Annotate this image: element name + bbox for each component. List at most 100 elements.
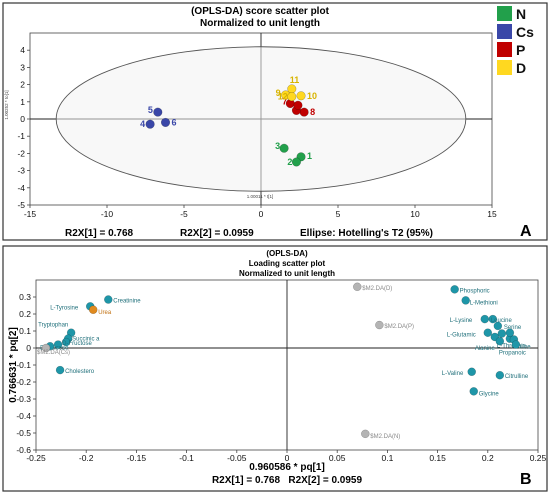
panel-a-y-tick-label: 4 <box>20 45 25 55</box>
legend-swatch-cs <box>497 24 512 39</box>
panel-b-axes: -0.25 -0.2 -0.15 -0.1 -0.05 0 0.05 0.1 0.15 0.2 0.… <box>16 280 547 463</box>
panel-a-point-p <box>293 100 303 110</box>
panel-a-point-d <box>287 84 297 94</box>
panel-b-y-tick-label: 0.2 <box>19 309 31 319</box>
panel-a-point-label: 2 <box>287 157 292 167</box>
panel-b-loading-point <box>53 340 63 349</box>
panel-a-y-tick-label: -2 <box>17 148 25 158</box>
panel-b-x-tick-label: 0.05 <box>329 453 346 463</box>
panel-b-x-tick-label: -0.15 <box>127 453 147 463</box>
panel-b-point-label: L-Tyrosine <box>50 305 79 311</box>
panel-a-point-label: 1 <box>307 151 312 161</box>
panel-b-loading-point <box>375 320 384 330</box>
panel-b-loading-point <box>361 429 370 439</box>
panel-a-point-d <box>287 92 297 102</box>
panel-a-y-tick-label: 1 <box>20 97 25 107</box>
panel-b-point-label: Alanine <box>475 346 496 352</box>
panel-b-point-label: Succinic a <box>72 337 100 343</box>
panel-a-point-label: 11 <box>290 75 300 85</box>
panel-b-point-label: $M2.DA(N) <box>370 434 400 440</box>
panel-b-loading-point <box>511 340 521 349</box>
panel-b-y-tick-label: -0.3 <box>16 394 31 404</box>
panel-b-frame <box>2 245 548 492</box>
legend-swatch-n <box>497 6 512 21</box>
panel-b-y-tick-label: 0 <box>26 343 31 353</box>
panel-b-loading-point <box>493 321 503 331</box>
panel-b-x-tick-label: -0.1 <box>179 453 194 463</box>
panel-b-y-tick-label: -0.1 <box>16 360 31 370</box>
panel-b-loading-point <box>61 337 71 347</box>
panel-a-point-label: 5 <box>148 105 153 115</box>
panel-a-point-cs <box>160 117 171 127</box>
panel-a-legend: N Cs PD <box>497 6 534 76</box>
panel-a-point-label: 4 <box>140 119 145 129</box>
panel-b-r2x: R2X[1] = 0.768 R2X[2] = 0.0959 <box>212 475 363 486</box>
panel-a-point-label: 12 <box>278 92 288 102</box>
panel-a-y-tick-label: -4 <box>17 183 25 193</box>
legend-label-p: P <box>516 42 525 58</box>
panel-b-point-label: $M2.DA(Cs) <box>37 350 70 356</box>
panel-a-frame <box>2 2 548 241</box>
panel-a-point-n <box>279 143 289 153</box>
legend-label-cs: Cs <box>516 24 534 40</box>
panel-a-point-label: 10 <box>307 91 317 101</box>
panel-b-letter: B <box>520 471 532 488</box>
panel-b-loading-point <box>461 296 470 305</box>
panel-b-point-label: L-Threonin <box>497 344 526 350</box>
panel-a-x-tick-label: 15 <box>487 209 497 219</box>
panel-b-point-label: L-Lysine <box>450 318 473 324</box>
panel-a-point-p <box>299 107 309 117</box>
panel-b-loading-point <box>495 370 505 380</box>
panel-a-y-tick-label: -5 <box>17 200 25 210</box>
panel-a-x-tick-label: 0 <box>259 209 264 219</box>
panel-a-point-n <box>291 157 301 167</box>
panel-a-point-label: 9 <box>276 88 281 98</box>
legend-label-n: N <box>516 6 526 22</box>
panel-a-hotelling-ellipse <box>55 46 467 192</box>
panel-b-point-label: $M2.DA(P) <box>384 324 414 330</box>
panel-a-point-d <box>296 91 306 101</box>
panel-b-point-label: L-Glutamic <box>447 333 476 339</box>
panel-b-point-label: Urea <box>98 310 112 316</box>
panel-b-loading-point <box>353 282 362 292</box>
panel-a-point-label: 3 <box>275 141 280 151</box>
panel-b-loading-point <box>480 314 490 324</box>
panel-b-loading-point <box>467 367 476 377</box>
panel-a-y-tick-label: -3 <box>17 166 25 176</box>
panel-b-x-tick-label: 0.2 <box>482 453 494 463</box>
panel-a-x-tick-label: -15 <box>24 209 37 219</box>
panel-a-title: (OPLS-DA) score scatter plot <box>191 6 329 17</box>
panel-b-y-tick-label: -0.4 <box>16 411 31 421</box>
panel-a-point-label: 6 <box>172 117 177 127</box>
panel-b-loading-point <box>41 343 51 353</box>
panel-b-y-tick-label: 0.1 <box>19 326 31 336</box>
panel-b-x-tick-label: -0.2 <box>79 453 94 463</box>
panel-a-y-tick-label: 2 <box>20 80 25 90</box>
panel-b-x-tick-label: 0.15 <box>429 453 446 463</box>
panel-b-loading-point <box>505 328 515 337</box>
panel-a-y-tick-label: 3 <box>20 62 25 72</box>
panel-b-x-tick-label: 0.1 <box>381 453 393 463</box>
panel-b-loading-point <box>450 285 459 294</box>
panel-a-r2x2: R2X[2] = 0.0959 <box>180 228 254 239</box>
panel-b-point-label: Tryptophan <box>38 323 68 329</box>
panel-a-r2x1: R2X[1] = 0.768 <box>65 228 134 239</box>
legend-swatch-p <box>497 42 512 57</box>
legend-label-d: D <box>516 60 526 76</box>
panel-b-point-label: D-Glucose <box>40 346 69 352</box>
panel-b-loading-point <box>55 365 65 375</box>
panel-a-point-label: 7 <box>282 97 287 107</box>
panel-b-loading-point <box>488 314 498 324</box>
panel-b-x-tick-label: 0 <box>285 453 290 463</box>
panel-a-x-tick-label: 10 <box>410 209 420 219</box>
panel-b-point-label: Cholestero <box>65 369 95 375</box>
panel-b-point-label: Leucine <box>491 318 513 324</box>
panel-b-point-label: Phosphoric <box>460 288 490 294</box>
legend-swatch-d <box>497 60 512 75</box>
panel-b-subtitle1: Loading scatter plot <box>249 259 326 268</box>
panel-b-point-label: Serine <box>504 325 522 331</box>
panel-b-point-label: Proline <box>512 345 531 351</box>
